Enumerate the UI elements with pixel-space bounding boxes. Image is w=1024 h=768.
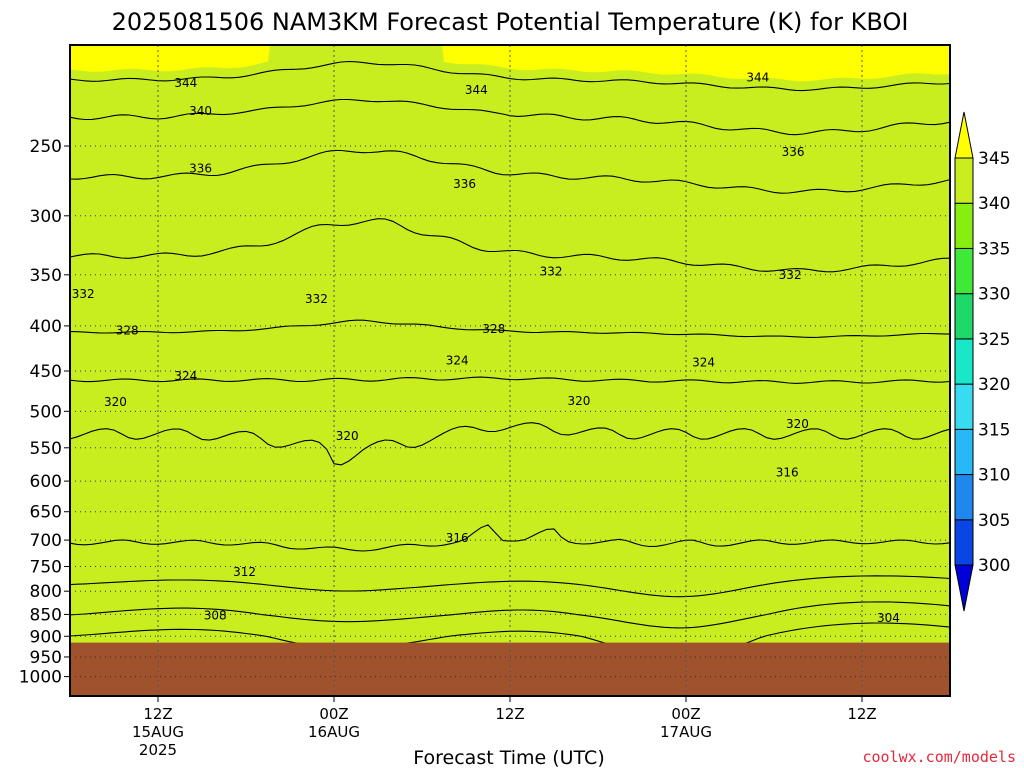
contour-label: 312 [233,565,256,579]
contour-label: 332 [72,287,95,301]
contour-label: 340 [189,104,212,118]
chart-title: 2025081506 NAM3KM Forecast Potential Tem… [112,8,909,36]
y-tick-label: 500 [30,402,62,422]
x-tick-label: 00Z [319,705,348,723]
y-tick-label: 350 [30,266,62,286]
contour-label: 344 [174,76,197,90]
colorbar-label: 340 [978,194,1010,214]
contour-label: 328 [482,322,505,336]
colorbar-bin [954,428,974,476]
y-tick-label: 650 [30,503,62,523]
source-credit: coolwx.com/models [862,748,1016,766]
y-tick-label: 800 [30,582,62,602]
x-tick-label: 2025 [139,741,177,759]
colorbar-bin [954,519,974,566]
colorbar-label: 335 [978,239,1010,259]
contour-label: 320 [567,394,590,408]
colorbar: 300 305 310 315 320 325 330 335 340 345 [954,111,1010,612]
x-tick-label: 16AUG [308,723,360,741]
contour-label: 336 [453,177,476,191]
colorbar-arrow-top [954,111,974,159]
contour-label: 328 [116,324,139,338]
contour-label: 332 [779,268,802,282]
y-tick-label: 300 [30,207,62,227]
contour-label: 332 [305,292,328,306]
y-tick-label: 600 [30,472,62,492]
colorbar-label: 320 [978,375,1010,395]
colorbar-label: 305 [978,511,1010,531]
x-tick-label: 15AUG [132,723,184,741]
y-tick-label: 1000 [19,668,62,688]
contour-324 [70,376,950,384]
colorbar-label: 310 [978,466,1010,486]
x-tick-label: 12Z [143,705,172,723]
contour-label: 304 [877,611,900,625]
y-axis: 2503003504004505005506006507007508008509… [19,137,70,688]
y-tick-label: 400 [30,317,62,337]
colorbar-arrow-bottom [954,564,974,612]
colorbar-bin [954,474,974,521]
colorbar-bin [954,338,974,385]
contour-label: 324 [174,369,197,383]
y-tick-label: 450 [30,362,62,382]
contour-label: 324 [692,355,715,369]
y-tick-label: 700 [30,531,62,551]
y-tick-label: 550 [30,439,62,459]
x-tick-label: 00Z [671,705,700,723]
colorbar-bin [954,157,974,204]
x-tick-label: 12Z [495,705,524,723]
x-tick-label: 12Z [847,705,876,723]
y-tick-label: 900 [30,627,62,647]
colorbar-label: 325 [978,330,1010,350]
contour-label: 316 [776,466,799,480]
contour-344 [70,60,950,92]
colorbar-bin [954,293,974,340]
y-tick-label: 950 [30,648,62,668]
colorbar-label: 345 [978,149,1010,169]
contour-label: 324 [446,354,469,368]
y-tick-label: 250 [30,137,62,157]
plot-area: 344 344 344 340 336 336 336 332 332 332 332 328 328 3… [70,45,950,696]
x-tick-label: 17AUG [660,723,712,741]
colorbar-label: 315 [978,420,1010,440]
colorbar-label: 330 [978,285,1010,305]
y-tick-label: 750 [30,557,62,577]
contour-label: 320 [336,429,359,443]
contour-336 [70,149,950,194]
y-tick-label: 850 [30,605,62,625]
contour-label: 316 [446,531,469,545]
colorbar-bin [954,247,974,295]
contour-label: 344 [465,83,488,97]
contour-label: 344 [746,70,769,84]
contour-320 [70,422,950,466]
contour-label: 336 [189,161,212,175]
contour-label: 320 [104,395,127,409]
x-axis-label: Forecast Time (UTC) [413,747,604,768]
contour-label: 332 [540,265,563,279]
colorbar-bin [954,383,974,430]
colorbar-label: 300 [978,556,1010,576]
contour-label: 320 [786,417,809,431]
contour-label: 308 [204,609,227,623]
contour-label: 336 [782,145,805,159]
colorbar-bin [954,202,974,249]
